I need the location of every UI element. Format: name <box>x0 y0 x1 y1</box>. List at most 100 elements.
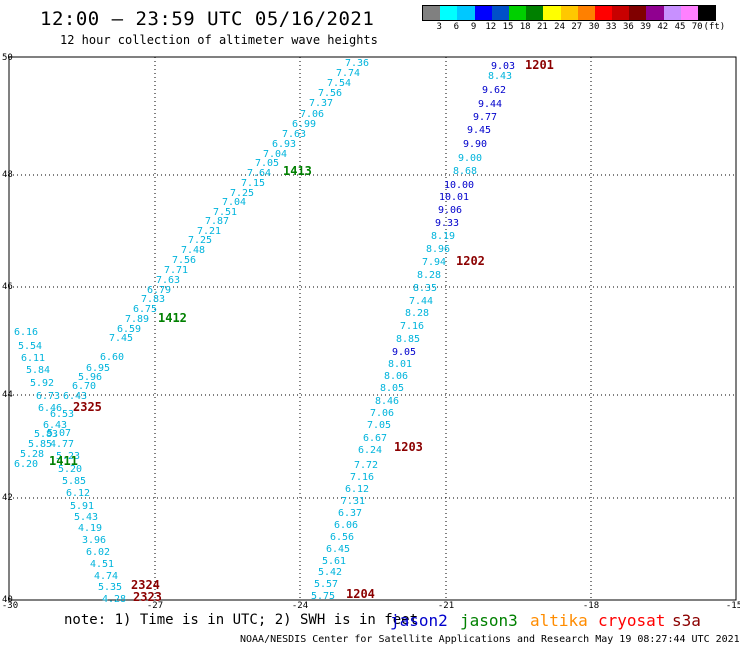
wave-height-value: 5.54 <box>17 341 43 352</box>
wave-height-value: 8.28 <box>404 308 430 319</box>
color-scale <box>422 5 717 21</box>
longitude-label: -27 <box>146 601 164 611</box>
scale-label: 3 <box>436 22 442 32</box>
scale-swatch <box>680 6 698 20</box>
scale-swatch <box>594 6 613 20</box>
wave-height-value: 6.43 <box>42 420 68 431</box>
scale-label: 33 <box>605 22 617 32</box>
wave-height-value: 8.01 <box>387 359 413 370</box>
latitude-label: 40 <box>2 595 13 605</box>
wave-height-value: 6.11 <box>20 353 46 364</box>
wave-height-value: 6.70 <box>71 381 97 392</box>
scale-swatch <box>698 6 716 20</box>
wave-height-value: 4.28 <box>101 594 127 605</box>
wave-height-value: 8.05 <box>379 383 405 394</box>
wave-height-value: 5.96 <box>77 372 103 383</box>
scale-label: 12 <box>485 22 497 32</box>
pass-time-label: 1413 <box>283 164 312 178</box>
wave-height-value: 6.46 <box>37 403 63 414</box>
scale-swatch <box>474 6 492 20</box>
wave-height-value: 7.04 <box>262 149 288 160</box>
wave-height-value: 7.94 <box>421 257 447 268</box>
wave-height-value: 6.20 <box>13 459 39 470</box>
wave-height-value: 6.99 <box>291 119 317 130</box>
wave-height-value: 6.12 <box>344 484 370 495</box>
wave-height-value: 7.63 <box>281 129 307 140</box>
longitude-label: -30 <box>1 601 19 611</box>
wave-height-value: 7.05 <box>254 158 280 169</box>
wave-height-value: 7.21 <box>196 226 222 237</box>
pass-time-label: 1204 <box>346 587 375 601</box>
wave-height-value: 5.35 <box>97 582 123 593</box>
wave-height-value: 5.83 <box>33 429 59 440</box>
map-grid <box>9 57 736 600</box>
scale-label: 24 <box>554 22 566 32</box>
wave-height-value: 7.16 <box>349 472 375 483</box>
wave-height-value: 6.43 <box>62 391 88 402</box>
scale-swatch <box>629 6 647 20</box>
footer-note: note: 1) Time is in UTC; 2) SWH is in fe… <box>64 612 419 628</box>
wave-height-value: 9.00 <box>457 153 483 164</box>
credit-line: NOAA/NESDIS Center for Satellite Applica… <box>240 634 740 645</box>
scale-label: 21 <box>536 22 548 32</box>
wave-height-value: 8.46 <box>374 396 400 407</box>
wave-height-value: 4.51 <box>89 559 115 570</box>
wave-height-value: 10.00 <box>443 180 475 191</box>
wave-height-value: 9.90 <box>462 139 488 150</box>
wave-height-value: 7.25 <box>229 188 255 199</box>
wave-height-value: 5.23 <box>55 451 81 462</box>
wave-height-value: 5.85 <box>27 439 53 450</box>
wave-height-value: 4.19 <box>77 523 103 534</box>
wave-height-value: 5.85 <box>61 476 87 487</box>
longitude-label: -18 <box>582 601 600 611</box>
wave-height-value: 7.15 <box>240 178 266 189</box>
wave-height-value: 5.75 <box>310 591 336 602</box>
latitude-label: 46 <box>2 282 13 292</box>
wave-height-value: 4.74 <box>93 571 119 582</box>
wave-height-value: 8.43 <box>487 71 513 82</box>
wave-height-value: 9.05 <box>391 347 417 358</box>
wave-height-value: 7.56 <box>171 255 197 266</box>
scale-label: 27 <box>571 22 583 32</box>
scale-label: 6 <box>453 22 460 32</box>
wave-height-value: 6.24 <box>357 445 383 456</box>
wave-height-value: 7.45 <box>108 333 134 344</box>
scale-swatch <box>543 6 561 20</box>
pass-time-label: 1203 <box>394 440 423 454</box>
wave-height-value: 7.04 <box>221 197 247 208</box>
wave-height-value: 7.31 <box>340 496 366 507</box>
scale-swatch <box>560 6 578 20</box>
wave-height-value: 6.37 <box>337 508 363 519</box>
scale-label: 30 <box>588 22 600 32</box>
pass-time-label: 2325 <box>73 400 102 414</box>
wave-height-value: 7.44 <box>408 296 434 307</box>
wave-height-value: 6.79 <box>146 285 172 296</box>
longitude-label: -15 <box>725 601 740 611</box>
wave-height-value: 6.56 <box>329 532 355 543</box>
scale-swatch <box>646 6 664 20</box>
scale-swatch <box>526 6 544 20</box>
wave-height-value: 6.53 <box>49 409 75 420</box>
wave-height-value: 8.68 <box>452 166 478 177</box>
wave-height-value: 7.54 <box>326 78 352 89</box>
wave-height-value: 7.16 <box>399 321 425 332</box>
scale-label: 18 <box>519 22 531 32</box>
latitude-label: 44 <box>2 390 13 400</box>
wave-height-value: 9.62 <box>481 85 507 96</box>
wave-height-value: 7.48 <box>180 245 206 256</box>
scale-swatch <box>663 6 681 20</box>
wave-height-value: 6.59 <box>116 324 142 335</box>
scale-swatch <box>423 6 441 20</box>
wave-height-value: 5.92 <box>29 378 55 389</box>
wave-height-value: 9.77 <box>472 112 498 123</box>
scale-label: 36 <box>622 22 634 32</box>
wave-height-value: 7.05 <box>366 420 392 431</box>
satellite-legend-item: s3a <box>672 611 701 630</box>
scale-label: 45 <box>674 22 686 32</box>
wave-height-value: 6.73 <box>35 391 61 402</box>
wave-height-value: 6.67 <box>362 433 388 444</box>
satellite-legend-item: cryosat <box>598 611 666 630</box>
scale-swatch <box>577 6 595 20</box>
pass-time-label: 2323 <box>133 590 162 604</box>
